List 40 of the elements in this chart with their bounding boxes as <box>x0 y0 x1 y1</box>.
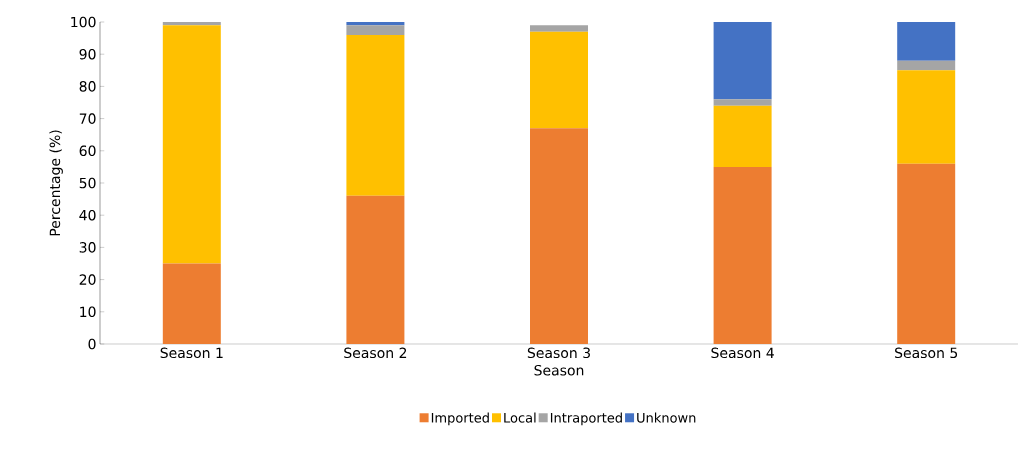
bar <box>897 60 956 71</box>
y-tick-label: 50 <box>79 177 96 189</box>
bar <box>713 22 772 100</box>
bar <box>713 105 772 167</box>
x-tick-label: Season 4 <box>711 347 774 359</box>
bar <box>530 31 588 129</box>
x-tick-label: Season 2 <box>344 347 407 359</box>
x-tick-label: Season 3 <box>527 347 590 359</box>
bar <box>346 25 405 35</box>
y-axis-title: Percentage (%) <box>49 130 63 236</box>
y-tick-label: 10 <box>80 306 96 318</box>
legend-label: Intraported <box>550 412 622 426</box>
y-tick-label: 20 <box>79 274 96 285</box>
bar <box>346 195 405 344</box>
y-tick-label: 90 <box>79 48 96 60</box>
legend-label: Imported <box>431 412 489 426</box>
y-tick-label: 80 <box>79 81 96 92</box>
bar <box>346 22 405 26</box>
bar <box>346 34 405 196</box>
bar <box>162 263 221 344</box>
x-axis-title: Season <box>534 364 584 376</box>
y-tick-label: 40 <box>79 209 96 221</box>
x-tick-label: Season 5 <box>895 347 958 359</box>
bar <box>897 22 956 61</box>
bar <box>897 70 956 164</box>
legend-label: Unknown <box>637 412 696 423</box>
bar <box>162 22 221 26</box>
y-tick-label: 100 <box>71 16 96 28</box>
legend-label: Local <box>504 412 536 423</box>
bar <box>530 128 588 344</box>
y-tick-label: 0 <box>88 338 96 350</box>
bar <box>713 166 772 344</box>
y-tick-label: 70 <box>79 113 96 124</box>
y-tick-label: 60 <box>79 145 96 157</box>
bar <box>162 25 221 264</box>
y-tick-label: 30 <box>79 242 96 253</box>
bar <box>530 25 588 32</box>
x-tick-label: Season 1 <box>160 347 223 359</box>
bar <box>713 99 772 106</box>
bar <box>897 163 956 344</box>
